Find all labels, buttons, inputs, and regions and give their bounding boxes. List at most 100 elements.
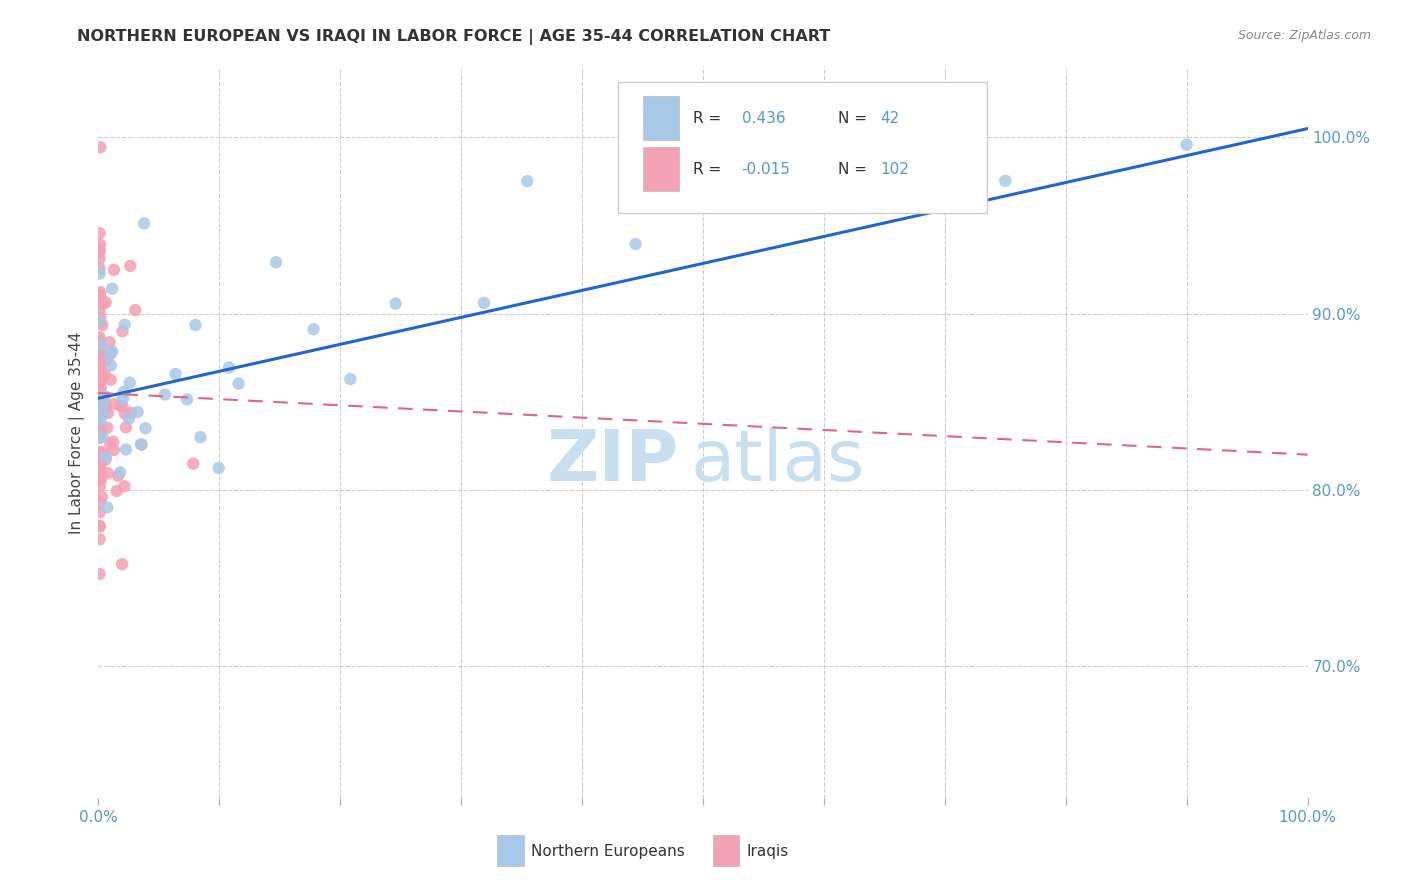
Point xyxy=(94,398,117,412)
Point xyxy=(89,384,111,398)
Point xyxy=(96,421,118,435)
Text: 0.436: 0.436 xyxy=(742,111,786,126)
Text: Iraqis: Iraqis xyxy=(747,844,789,858)
Text: ZIP: ZIP xyxy=(547,427,679,496)
Text: 102: 102 xyxy=(880,161,910,177)
Point xyxy=(89,305,111,319)
Point xyxy=(89,226,111,240)
Text: Source: ZipAtlas.com: Source: ZipAtlas.com xyxy=(1237,29,1371,42)
Point xyxy=(218,360,240,375)
Point xyxy=(114,318,136,332)
Point xyxy=(89,316,111,330)
Point xyxy=(89,567,111,582)
Point xyxy=(103,442,125,457)
Point xyxy=(91,445,114,459)
Point xyxy=(90,453,112,467)
Point xyxy=(97,466,120,480)
Point xyxy=(100,359,122,373)
Point xyxy=(91,407,114,421)
Point xyxy=(94,400,117,414)
Point xyxy=(89,377,111,392)
Point xyxy=(472,296,495,310)
Text: NORTHERN EUROPEAN VS IRAQI IN LABOR FORCE | AGE 35-44 CORRELATION CHART: NORTHERN EUROPEAN VS IRAQI IN LABOR FORC… xyxy=(77,29,831,45)
Point xyxy=(120,406,142,420)
Bar xyxy=(643,147,679,191)
Point xyxy=(994,174,1017,188)
Point xyxy=(153,387,176,401)
Point xyxy=(129,437,152,451)
Point xyxy=(339,372,361,386)
Point xyxy=(132,217,155,231)
Point xyxy=(90,351,112,366)
Point xyxy=(208,461,231,475)
Point xyxy=(89,287,111,301)
Point xyxy=(111,557,134,571)
Point xyxy=(90,380,112,394)
Point xyxy=(89,390,111,404)
Point xyxy=(100,373,122,387)
Point xyxy=(91,397,114,411)
Point xyxy=(89,334,111,349)
Point xyxy=(165,367,187,381)
Point xyxy=(302,322,325,336)
Point xyxy=(131,437,153,451)
Point xyxy=(89,363,111,377)
Bar xyxy=(713,835,740,865)
Point xyxy=(89,311,111,326)
Point xyxy=(89,252,111,266)
Point xyxy=(94,399,117,413)
Point xyxy=(98,335,121,350)
Point xyxy=(97,406,120,420)
Point xyxy=(98,437,121,451)
Point xyxy=(112,392,135,406)
Point xyxy=(120,259,142,273)
Point xyxy=(124,303,146,318)
Point xyxy=(91,430,114,444)
Point xyxy=(91,297,114,311)
Point xyxy=(183,457,205,471)
Point xyxy=(89,334,111,348)
Point xyxy=(89,361,111,376)
Point xyxy=(90,392,112,407)
Point xyxy=(89,237,111,252)
Point xyxy=(103,397,125,411)
Point xyxy=(89,372,111,386)
Point xyxy=(94,295,117,310)
Point xyxy=(89,363,111,377)
Point xyxy=(89,370,111,384)
Point xyxy=(89,533,111,547)
Point xyxy=(264,255,287,269)
Point xyxy=(89,404,111,418)
Point xyxy=(90,337,112,351)
Point xyxy=(176,392,198,407)
Text: R =: R = xyxy=(693,111,727,126)
Point xyxy=(89,431,111,445)
Point xyxy=(89,243,111,257)
Bar xyxy=(498,835,524,865)
Point xyxy=(114,407,136,421)
Point xyxy=(118,411,141,425)
Point xyxy=(89,394,111,409)
Point xyxy=(89,140,111,154)
Point xyxy=(93,448,115,462)
Point xyxy=(90,339,112,353)
Point xyxy=(101,434,124,449)
Point xyxy=(94,368,117,383)
Point xyxy=(112,384,135,399)
Point xyxy=(228,376,250,391)
Point xyxy=(127,405,149,419)
Point xyxy=(89,464,111,478)
Point xyxy=(89,474,111,488)
Point xyxy=(94,389,117,403)
Point xyxy=(516,174,538,188)
Text: 42: 42 xyxy=(880,111,900,126)
Point xyxy=(89,400,111,414)
Point xyxy=(108,466,131,480)
Point xyxy=(91,318,114,332)
Point xyxy=(89,288,111,302)
FancyBboxPatch shape xyxy=(619,81,987,213)
Point xyxy=(89,267,111,281)
Point xyxy=(184,318,207,332)
Point xyxy=(90,457,112,471)
Point xyxy=(89,261,111,276)
